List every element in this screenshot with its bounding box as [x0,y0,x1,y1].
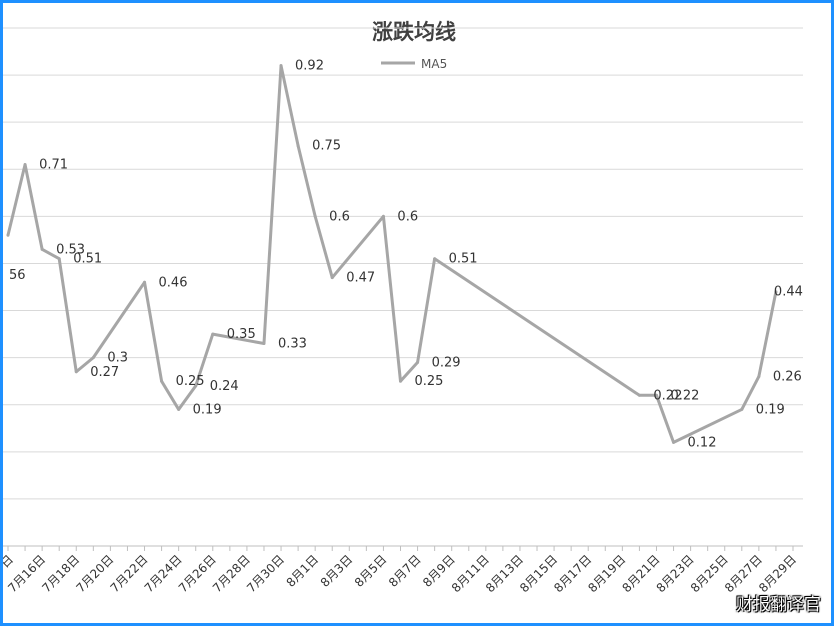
data-label: 0.71 [39,158,68,173]
data-point [757,374,761,378]
watermark: 财报翻译官 [736,595,821,615]
x-tick-label: 8月7日 [386,552,424,590]
data-point [381,214,385,218]
x-tick-label: 日 [3,552,16,570]
data-point [279,64,283,68]
data-label: 0.6 [397,209,418,224]
data-point [313,214,317,218]
data-label: 0.51 [449,252,478,267]
data-label: 0.25 [176,374,205,389]
data-label: 0.26 [773,369,802,384]
data-label: 0.35 [227,327,256,342]
data-point [774,290,778,294]
x-tick-label: 8月5日 [352,552,390,590]
data-point [416,360,420,364]
data-label: 0.33 [278,337,307,352]
data-label: 0.47 [346,271,375,286]
data-label: 0.22 [653,388,682,403]
data-point [194,384,198,388]
data-point [74,370,78,374]
data-label: 0.44 [774,285,803,300]
chart-title: 涨跌均线 [372,20,456,44]
data-point [262,342,266,346]
series-line-ma5 [6,64,778,444]
series-ma5 [6,64,778,444]
data-label: 0.51 [73,252,102,267]
data-point [654,393,658,397]
x-tick-label: 8月1日 [284,552,322,590]
data-point [57,257,61,261]
data-point [637,393,641,397]
data-label: 0.29 [432,355,461,370]
data-label: 0.53 [56,242,85,257]
data-point [740,407,744,411]
data-label: 0.75 [312,139,341,154]
x-tick-label: 8月3日 [318,552,356,590]
data-point [23,163,27,167]
line-chart: 涨跌均线 MA5 日7月16日7月18日7月20日7月22日7月24日7月26日… [3,20,803,595]
data-point [143,280,147,284]
data-label: 0.24 [210,379,239,394]
data-point [211,332,215,336]
data-label: 0.3 [107,351,128,366]
gridlines [3,27,803,500]
data-label: 0.19 [756,402,785,417]
data-point [91,356,95,360]
x-axis: 日7月16日7月18日7月20日7月22日7月24日7月26日7月28日7月30… [3,545,803,595]
data-point [330,276,334,280]
data-point [399,379,402,383]
data-labels: 560.710.530.510.270.30.460.250.190.240.3… [9,59,803,451]
data-point [40,247,44,251]
data-label: 0.92 [295,59,324,74]
data-point [433,257,437,261]
data-label: 0.25 [415,374,444,389]
data-point [672,440,676,444]
data-point [296,144,300,148]
data-label: 0.27 [90,365,119,380]
data-label: 0.12 [688,435,717,450]
data-label: 0.19 [193,402,222,417]
data-point [6,233,10,237]
legend: MA5 [381,57,447,71]
data-label: 0.22 [670,388,699,403]
x-tick-label: 7月30日 [244,552,287,595]
data-point [177,407,181,411]
data-label: 56 [9,268,26,283]
data-label: 0.46 [159,275,188,290]
data-point [160,379,164,383]
data-label: 0.6 [329,209,350,224]
legend-label-ma5: MA5 [421,57,447,71]
x-tick-label: 8月29日 [756,552,799,595]
